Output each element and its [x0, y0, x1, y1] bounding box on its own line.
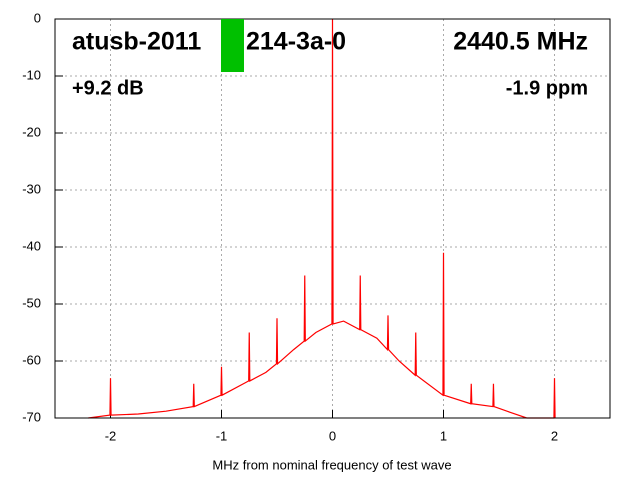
spectrum-line: [88, 18, 556, 419]
y-tick-label: -40: [22, 238, 41, 253]
marks: [88, 18, 556, 419]
device-label: atusb-2011: [72, 28, 201, 56]
x-tick-label: 2: [551, 428, 558, 443]
y-tick-label: 0: [34, 10, 41, 25]
y-tick-label: -30: [22, 181, 41, 196]
x-axis-label: MHz from nominal frequency of test wave: [212, 457, 451, 472]
indicator: [221, 19, 244, 72]
x-tick-label: -2: [105, 428, 117, 443]
x-tick-label: 1: [440, 428, 447, 443]
y-tick-label: -70: [22, 409, 41, 424]
y-tick-label: -50: [22, 295, 41, 310]
x-tick-label: 0: [329, 428, 336, 443]
y-tick-label: -10: [22, 67, 41, 82]
x-tick-label: -1: [216, 428, 228, 443]
plot-frame: [54, 18, 611, 419]
frequency-label: 2440.5 MHz: [453, 28, 588, 56]
gain-label: +9.2 dB: [72, 77, 144, 99]
y-tick-label: -20: [22, 124, 41, 139]
device-label: 214-3a-0: [246, 28, 346, 56]
ppm-label: -1.9 ppm: [506, 77, 588, 99]
y-tick-label: -60: [22, 352, 41, 367]
